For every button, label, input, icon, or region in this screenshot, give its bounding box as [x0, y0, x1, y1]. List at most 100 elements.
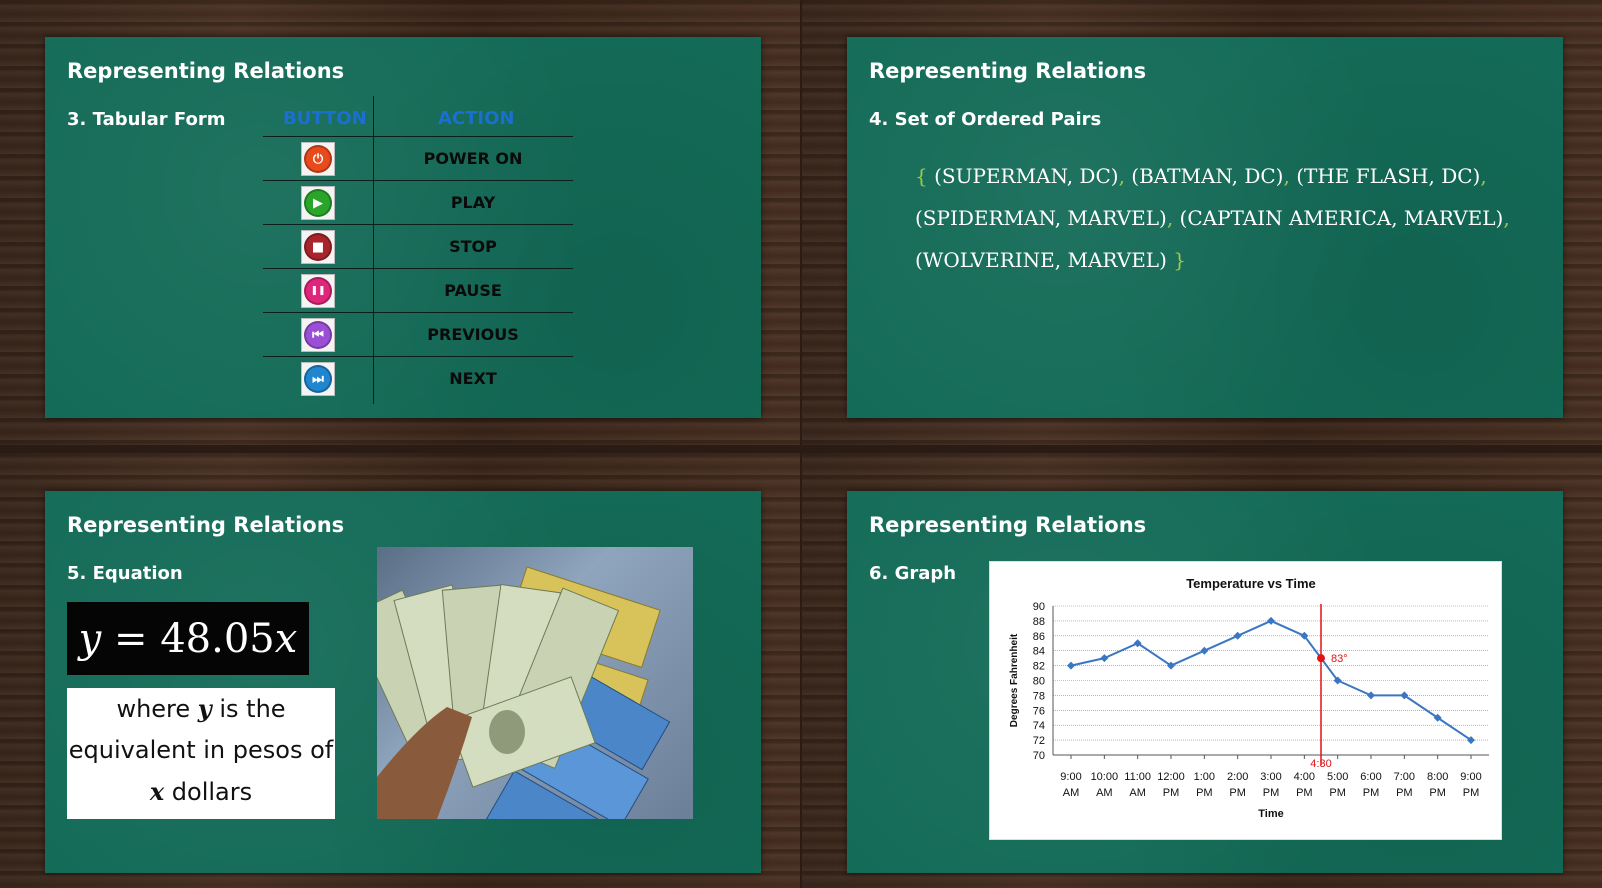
data-point — [1100, 654, 1109, 663]
x-tick-label: 5:00 PM — [1327, 771, 1348, 799]
annotation-time-label: 4:30 — [1310, 758, 1331, 770]
x-tick-label: 11:00 AM — [1124, 771, 1151, 799]
data-point — [1233, 631, 1242, 640]
slide-equation: Representing Relations 5. Equation y = 4… — [0, 453, 800, 888]
data-point — [1400, 691, 1409, 700]
pair: (CAPTAIN AMERICA, MARVEL) — [1179, 206, 1504, 230]
y-tick-label: 74 — [1033, 720, 1045, 732]
x-tick-label: 10:00 AM — [1091, 771, 1119, 799]
slide-subtitle: 4. Set of Ordered Pairs — [869, 109, 1102, 130]
next-icon: ⏭ — [304, 365, 332, 393]
y-tick-label: 84 — [1033, 646, 1045, 658]
pair: (BATMAN, DC) — [1131, 164, 1284, 188]
x-tick-label: 12:00 PM — [1157, 771, 1185, 799]
data-point — [1267, 616, 1275, 625]
x-tick-label: 1:00 PM — [1194, 771, 1215, 799]
previous-icon: ⏮ — [304, 321, 332, 349]
pair: (SPIDERMAN, MARVEL) — [915, 206, 1167, 230]
stop-icon: ■ — [304, 233, 332, 261]
y-tick-label: 90 — [1033, 601, 1045, 613]
table-row: ▶ PLAY — [263, 180, 573, 225]
money-illustration — [377, 566, 671, 819]
y-tick-label: 86 — [1033, 631, 1045, 643]
slide-tabular-form: Representing Relations 3. Tabular Form B… — [0, 0, 800, 445]
line-chart: Temperature vs Time 70 72 74 76 78 80 82 84 86 88 9… — [1009, 576, 1489, 820]
x-tick-label: 7:00 PM — [1394, 771, 1415, 799]
action-label: PREVIOUS — [427, 325, 519, 344]
equation-box: y = 48.05 x — [67, 602, 309, 675]
power-icon: ⏻ — [304, 145, 332, 173]
table-divider — [373, 96, 374, 404]
data-point — [1467, 736, 1475, 745]
slide-title: Representing Relations — [67, 59, 345, 83]
data-point — [1133, 639, 1142, 648]
data-point — [1067, 661, 1075, 670]
x-axis-label: Time — [1258, 808, 1283, 820]
slide-subtitle: 5. Equation — [67, 563, 183, 584]
slide-title: Representing Relations — [67, 513, 345, 537]
slide-subtitle: 6. Graph — [869, 563, 957, 584]
data-point — [1333, 676, 1342, 685]
ordered-pairs-set: { (SUPERMAN, DC), (BATMAN, DC), (THE FLA… — [915, 164, 1510, 272]
y-tick-label: 70 — [1033, 750, 1045, 762]
data-point — [1200, 646, 1209, 655]
y-tick-label: 88 — [1033, 616, 1045, 628]
play-icon: ▶ — [304, 189, 332, 217]
pair: (THE FLASH, DC) — [1296, 164, 1481, 188]
y-tick-label: 72 — [1033, 735, 1045, 747]
action-label: PAUSE — [444, 281, 502, 300]
table-row: ⏭ NEXT — [263, 356, 573, 401]
data-point — [1300, 631, 1309, 640]
slide-title: Representing Relations — [869, 59, 1147, 83]
y-tick-label: 76 — [1033, 705, 1045, 717]
close-brace: } — [1173, 248, 1186, 272]
x-tick-label: 4:00 PM — [1294, 771, 1315, 799]
slide-ordered-pairs: Representing Relations 4. Set of Ordered… — [802, 0, 1602, 445]
chalkboard: Representing Relations 4. Set of Ordered… — [847, 37, 1563, 418]
slide-graph: Representing Relations 6. Graph Temperat… — [802, 453, 1602, 888]
previous-button-icon-box: ⏮ — [301, 318, 335, 352]
y-tick-label: 80 — [1033, 676, 1045, 688]
chart-title: Temperature vs Time — [1186, 576, 1316, 591]
power-button-icon-box: ⏻ — [301, 142, 335, 176]
data-point — [1167, 661, 1175, 670]
x-tick-label: 3:00 PM — [1260, 771, 1281, 799]
slide-title: Representing Relations — [869, 513, 1147, 537]
annotation-point — [1317, 654, 1325, 663]
next-button-icon-box: ⏭ — [301, 362, 335, 396]
annotation-value-label: 83° — [1331, 653, 1348, 665]
equation-variable-y: y — [78, 615, 102, 662]
pause-icon: ❚❚ — [304, 277, 332, 305]
table-row: ■ STOP — [263, 224, 573, 269]
x-tick-label: 6:00 PM — [1360, 771, 1381, 799]
y-tick-label: 78 — [1033, 690, 1045, 702]
x-tick-label: 2:00 PM — [1227, 771, 1248, 799]
pause-button-icon-box: ❚❚ — [301, 274, 335, 308]
equation-coefficient: = 48.05 — [101, 615, 275, 662]
action-label: POWER ON — [423, 149, 523, 168]
y-axis-label: Degrees Fahrenheit — [1009, 633, 1020, 727]
equation-explanation: where y is the equivalent in pesos of x … — [67, 688, 335, 819]
slide-subtitle: 3. Tabular Form — [67, 109, 226, 130]
pair: (SUPERMAN, DC) — [934, 164, 1119, 188]
data-point — [1367, 691, 1375, 700]
temperature-chart: Temperature vs Time 70 72 74 76 78 80 82 84 86 88 9… — [989, 561, 1502, 840]
play-button-icon-box: ▶ — [301, 186, 335, 220]
action-label: PLAY — [450, 193, 496, 212]
chalkboard: Representing Relations 5. Equation y = 4… — [45, 491, 761, 873]
action-label: STOP — [449, 237, 497, 256]
chalkboard: Representing Relations 6. Graph Temperat… — [847, 491, 1563, 873]
chalkboard: Representing Relations 3. Tabular Form B… — [45, 37, 761, 418]
table-row: ⏮ PREVIOUS — [263, 312, 573, 357]
money-photo — [377, 547, 693, 819]
column-header-button: BUTTON — [283, 108, 367, 129]
table-row: ⏻ POWER ON — [263, 136, 573, 181]
x-tick-label: 9:00 PM — [1460, 771, 1481, 799]
x-tick-label: 8:00 PM — [1427, 771, 1448, 799]
stop-button-icon-box: ■ — [301, 230, 335, 264]
y-tick-label: 82 — [1033, 661, 1045, 673]
open-brace: { — [915, 164, 928, 188]
action-label: NEXT — [449, 369, 497, 388]
table-row: ❚❚ PAUSE — [263, 268, 573, 313]
data-point — [1433, 713, 1442, 722]
